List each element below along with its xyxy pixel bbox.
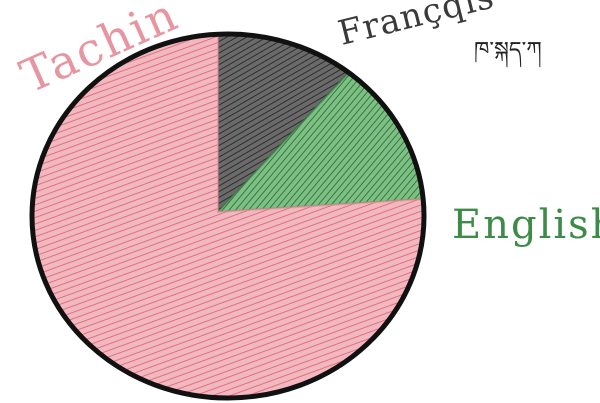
slice-label-english: English [452,202,600,248]
tibetan-script-annotation: ཁ་སྐད་ཀ [474,38,542,63]
pie-outline [29,31,427,401]
pie-slices [30,32,426,400]
